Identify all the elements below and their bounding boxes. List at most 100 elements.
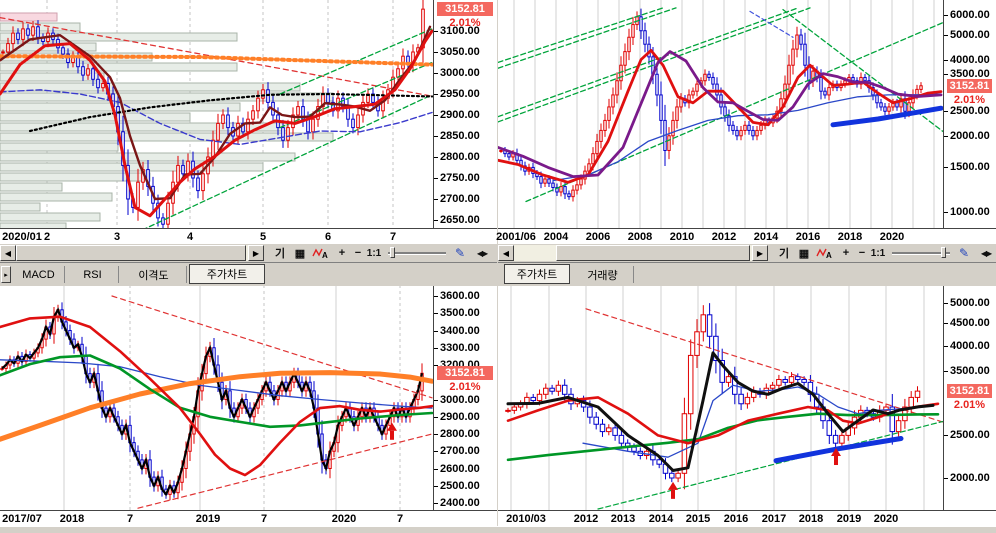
y-tick-mark	[944, 371, 948, 373]
x-axis-label: 3	[113, 231, 121, 243]
bottom-left-chart-plot[interactable]	[0, 285, 433, 510]
overlay-line	[498, 7, 799, 118]
period-icon[interactable]: 기	[274, 248, 286, 260]
y-tick-mark	[434, 31, 438, 32]
pan-icon[interactable]: ◀▶	[476, 248, 488, 258]
chart-panel-top-left: 3100.00 3050.00 3000.00 2950.00 2900.00 2850.…	[0, 0, 497, 228]
tab-RSI[interactable]: RSI	[67, 266, 119, 283]
y-axis-label: 6000.00	[950, 9, 990, 21]
bottom-right-chart-plot[interactable]	[498, 285, 943, 510]
x-axis-label: 2006	[585, 231, 611, 243]
y-tick-mark	[434, 434, 438, 435]
x-axis-label: 2019	[836, 513, 862, 525]
y-tick-mark	[434, 399, 438, 401]
x-axis-label: 2008	[627, 231, 653, 243]
y-tick-mark	[944, 167, 948, 169]
zoom-slider-track[interactable]	[388, 252, 446, 255]
tab-주가차트[interactable]: 주가차트	[189, 264, 265, 284]
y-tick-mark	[434, 94, 438, 95]
x-axis-label: 6	[324, 231, 332, 243]
y-tick-mark	[434, 347, 438, 349]
y-axis-label: 2700.00	[440, 193, 480, 205]
zoom-slider-thumb[interactable]	[390, 247, 395, 258]
x-axis-label: 2014	[648, 513, 674, 525]
scrollbar-right-arrow[interactable]: ▶	[248, 245, 264, 261]
overlay-line	[111, 295, 433, 399]
bottom-right-x-axis: 2010/03 2012 2013 2014 2015 2016 2017 2018 2019 2…	[498, 510, 996, 527]
zoom-ratio-icon[interactable]: 1:1	[870, 247, 886, 259]
pan-icon[interactable]: ◀▶	[980, 248, 992, 258]
overlay-line	[0, 54, 433, 67]
y-axis-label: 2650.00	[440, 214, 480, 226]
y-tick-mark	[434, 468, 438, 470]
toolbar-row-right: ◀ ▶ 기 ▦ A + −1:1 ✎ ◀▶	[498, 244, 996, 262]
pattern-settings-icon[interactable]: ▦	[798, 247, 810, 260]
y-axis-label: 2950.00	[440, 88, 480, 100]
y-tick-mark	[434, 330, 438, 332]
zoom-out-icon[interactable]: −	[354, 247, 362, 259]
pattern-settings-icon[interactable]: ▦	[294, 247, 306, 260]
y-tick-mark	[944, 323, 948, 325]
overlay-line	[597, 420, 943, 510]
zoom-slider-thumb[interactable]	[941, 247, 946, 258]
chart-panel-top-right: 6000.00 5000.00 4000.00 3500.00 2500.00 2000.…	[498, 0, 996, 228]
tab-이격도[interactable]: 이격도	[121, 266, 187, 283]
overlay-line	[137, 433, 433, 509]
top-left-x-axis: 2020/01 2 3 4 5 6 7	[0, 228, 497, 245]
top-right-chart-plot[interactable]	[498, 0, 943, 228]
zoom-out-icon[interactable]: −	[858, 247, 866, 259]
y-axis-label: 3050.00	[440, 46, 480, 58]
change-percent-label: 2.01%	[449, 381, 481, 393]
x-axis-label: 2012	[573, 513, 599, 525]
overlay-line	[28, 92, 433, 133]
zoom-in-icon[interactable]: +	[842, 247, 850, 259]
x-axis-label: 2020	[879, 231, 905, 243]
y-tick-mark	[944, 303, 948, 304]
memo-icon[interactable]: ✎	[454, 246, 466, 260]
tab-scroller-button[interactable]: ▸	[1, 266, 11, 283]
change-percent-label: 2.01%	[953, 399, 986, 411]
y-tick-mark	[434, 115, 438, 116]
bottom-scrollbar-strip	[0, 526, 996, 533]
scrollbar-right-arrow[interactable]: ▶	[752, 245, 768, 261]
up-arrow-annotation	[831, 448, 841, 466]
y-axis-label: 2000.00	[950, 472, 990, 484]
tab-주가차트[interactable]: 주가차트	[504, 264, 570, 284]
trend-annotation-icon[interactable]: A	[312, 246, 328, 260]
y-axis-label: 2900.00	[440, 109, 480, 121]
period-icon[interactable]: 기	[778, 248, 790, 260]
scrollbar-left-arrow[interactable]: ◀	[498, 245, 514, 261]
overlay-line	[498, 7, 811, 123]
x-axis-label: 2013	[610, 513, 636, 525]
toolbar-row-left: ◀ ▶ 기 ▦ A + −1:1 ✎ ◀▶	[0, 244, 498, 262]
scrollbar-thumb[interactable]	[16, 245, 246, 261]
x-axis-label: 2016	[723, 513, 749, 525]
zoom-in-icon[interactable]: +	[338, 247, 346, 259]
y-axis-label: 4500.00	[950, 317, 990, 330]
overlay-line	[0, 315, 433, 477]
scrollbar-thumb[interactable]	[556, 245, 750, 261]
y-tick-mark	[434, 503, 438, 504]
chart-panel-bottom-right: 5000.00 4500.00 4000.00 3500.00 2500.00 2000.…	[498, 285, 996, 510]
overlay-line	[0, 370, 433, 442]
top-left-chart-plot[interactable]	[0, 0, 433, 228]
memo-icon[interactable]: ✎	[958, 246, 970, 260]
zoom-slider-track[interactable]	[892, 252, 950, 255]
y-tick-mark	[434, 296, 438, 297]
tab-거래량[interactable]: 거래량	[572, 266, 634, 283]
x-axis-label: 2018	[837, 231, 863, 243]
x-axis-label: 2020	[331, 513, 357, 525]
y-axis-label: 4000.00	[950, 339, 990, 352]
zoom-ratio-icon[interactable]: 1:1	[366, 247, 382, 259]
overlay-line	[773, 436, 904, 464]
y-axis-label: 2900.00	[440, 410, 480, 423]
scrollbar-left-arrow[interactable]: ◀	[0, 245, 16, 261]
tab-MACD[interactable]: MACD	[13, 266, 65, 283]
y-tick-mark	[434, 157, 438, 158]
top-right-x-axis: 2001/06 2004 2006 2008 2010 2012 2014 2016 2018 2…	[496, 228, 996, 245]
x-axis-label: 2014	[753, 231, 779, 243]
x-axis-label: 2012	[711, 231, 737, 243]
trend-annotation-icon[interactable]: A	[816, 246, 832, 260]
x-axis-label: 4	[186, 231, 194, 243]
